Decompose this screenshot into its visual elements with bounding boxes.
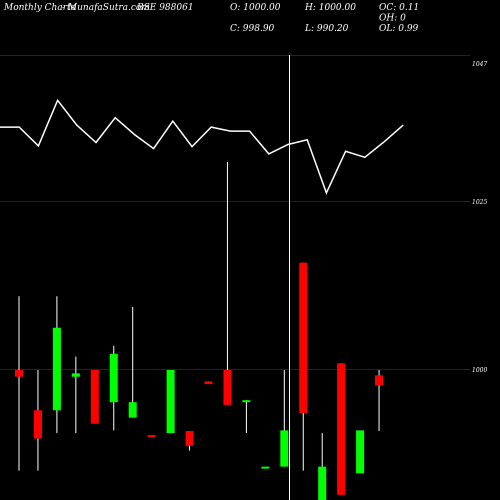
candle-body-up xyxy=(52,327,61,411)
candle-body-up xyxy=(356,430,365,474)
open-high-value: OH: 0 xyxy=(379,14,406,24)
candle-body-down xyxy=(147,435,156,438)
candle-body-up xyxy=(109,353,118,403)
candle-body-down xyxy=(375,375,384,386)
chart-symbol: BSE 988061 xyxy=(136,3,194,13)
candle-body-up xyxy=(261,466,270,469)
chart-title: Monthly Charts xyxy=(3,3,76,13)
candle-body-down xyxy=(33,410,42,439)
y-tick-label-1047: 1047 xyxy=(472,61,487,68)
candle-body-down xyxy=(90,370,99,424)
candle-body-down xyxy=(204,381,213,385)
candlestick-series xyxy=(15,161,384,500)
high-value: H: 1000.00 xyxy=(304,3,356,13)
grid-lines xyxy=(0,55,470,370)
close-price-line xyxy=(0,98,404,195)
open-value: O: 1000.00 xyxy=(230,3,281,13)
chart-source: - MunafaSutra.com xyxy=(62,3,150,13)
y-tick-label-1000: 1000 xyxy=(472,367,487,374)
y-tick-label-1025: 1025 xyxy=(472,199,487,206)
candle-body-up xyxy=(318,466,327,500)
candle-body-down xyxy=(223,370,232,405)
candle-body-up xyxy=(242,400,251,403)
candle-body-down xyxy=(15,370,23,377)
candle-body-up xyxy=(128,402,137,418)
close-value: C: 998.90 xyxy=(230,24,275,34)
candle-body-down xyxy=(299,262,308,413)
y-tick-labels: 1047 1025 1000 xyxy=(472,61,487,374)
candle-body-down xyxy=(337,363,346,495)
candle-body-up xyxy=(71,373,80,377)
candle-body-up xyxy=(166,370,175,434)
candle-body-down xyxy=(185,431,194,446)
low-value: L: 990.20 xyxy=(304,24,349,34)
chart-header: Monthly Charts - MunafaSutra.com BSE 988… xyxy=(3,3,419,34)
open-close-value: OC: 0.11 xyxy=(379,3,419,13)
open-low-value: OL: 0.99 xyxy=(379,24,419,34)
candle-body-up xyxy=(280,430,289,467)
